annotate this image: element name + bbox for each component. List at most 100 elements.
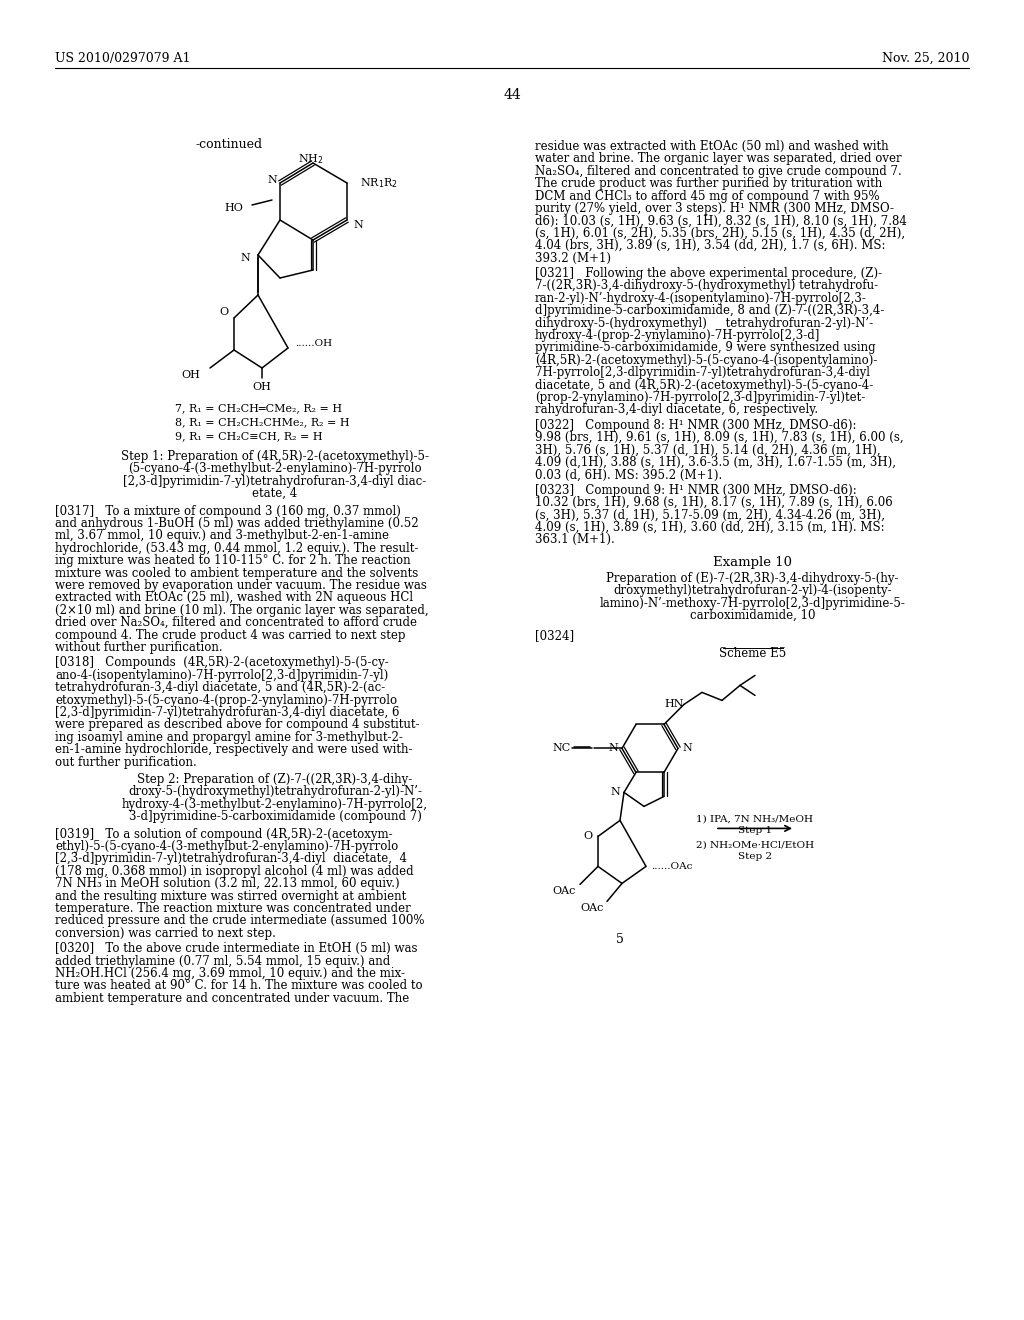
- Text: (s, 1H), 6.01 (s, 2H), 5.35 (brs, 2H), 5.15 (s, 1H), 4.35 (d, 2H),: (s, 1H), 6.01 (s, 2H), 5.35 (brs, 2H), 5…: [535, 227, 905, 240]
- Text: -continued: -continued: [195, 139, 262, 150]
- Text: OH: OH: [253, 381, 271, 392]
- Text: 7-((2R,3R)-3,4-dihydroxy-5-(hydroxymethyl) tetrahydrofu-: 7-((2R,3R)-3,4-dihydroxy-5-(hydroxymethy…: [535, 280, 879, 293]
- Text: ml, 3.67 mmol, 10 equiv.) and 3-methylbut-2-en-1-amine: ml, 3.67 mmol, 10 equiv.) and 3-methylbu…: [55, 529, 389, 543]
- Text: (178 mg, 0.368 mmol) in isopropyl alcohol (4 ml) was added: (178 mg, 0.368 mmol) in isopropyl alcoho…: [55, 865, 414, 878]
- Text: NC: NC: [553, 743, 571, 754]
- Text: 3-d]pyrimidine-5-carboximidamide (compound 7): 3-d]pyrimidine-5-carboximidamide (compou…: [129, 810, 422, 824]
- Text: droxy-5-(hydroxymethyl)tetrahydrofuran-2-yl)-N’-: droxy-5-(hydroxymethyl)tetrahydrofuran-2…: [128, 785, 422, 799]
- Text: HO: HO: [224, 203, 243, 213]
- Text: 5: 5: [616, 933, 624, 946]
- Text: OH: OH: [181, 370, 200, 380]
- Text: N: N: [267, 176, 276, 185]
- Text: [0323]   Compound 9: H¹ NMR (300 MHz, DMSO-d6):: [0323] Compound 9: H¹ NMR (300 MHz, DMSO…: [535, 484, 857, 496]
- Text: hydrochloride, (53.43 mg, 0.44 mmol, 1.2 equiv.). The result-: hydrochloride, (53.43 mg, 0.44 mmol, 1.2…: [55, 541, 419, 554]
- Text: hydroxy-4-(3-methylbut-2-enylamino)-7H-pyrrolo[2,: hydroxy-4-(3-methylbut-2-enylamino)-7H-p…: [122, 797, 428, 810]
- Text: US 2010/0297079 A1: US 2010/0297079 A1: [55, 51, 190, 65]
- Text: 363.1 (M+1).: 363.1 (M+1).: [535, 533, 614, 546]
- Text: 2) NH₂OMe·HCl/EtOH: 2) NH₂OMe·HCl/EtOH: [696, 841, 814, 849]
- Text: droxymethyl)tetrahydrofuran-2-yl)-4-(isopenty-: droxymethyl)tetrahydrofuran-2-yl)-4-(iso…: [613, 585, 892, 597]
- Text: ethyl)-5-(5-cyano-4-(3-methylbut-2-enylamino)-7H-pyrrolo: ethyl)-5-(5-cyano-4-(3-methylbut-2-enyla…: [55, 840, 398, 853]
- Text: N: N: [241, 253, 250, 263]
- Text: lamino)-N’-methoxy-7H-pyrrolo[2,3-d]pyrimidine-5-: lamino)-N’-methoxy-7H-pyrrolo[2,3-d]pyri…: [600, 597, 905, 610]
- Text: N: N: [353, 220, 362, 230]
- Text: residue was extracted with EtOAc (50 ml) and washed with: residue was extracted with EtOAc (50 ml)…: [535, 140, 889, 153]
- Text: HN: HN: [665, 700, 684, 709]
- Text: added triethylamine (0.77 ml, 5.54 mmol, 15 equiv.) and: added triethylamine (0.77 ml, 5.54 mmol,…: [55, 954, 390, 968]
- Text: N: N: [610, 788, 620, 797]
- Text: (s, 3H), 5.37 (d, 1H), 5.17-5.09 (m, 2H), 4.34-4.26 (m, 3H),: (s, 3H), 5.37 (d, 1H), 5.17-5.09 (m, 2H)…: [535, 508, 885, 521]
- Text: Step 1: Step 1: [738, 826, 772, 836]
- Text: 4.04 (brs, 3H), 3.89 (s, 1H), 3.54 (dd, 2H), 1.7 (s, 6H). MS:: 4.04 (brs, 3H), 3.89 (s, 1H), 3.54 (dd, …: [535, 239, 886, 252]
- Text: out further purification.: out further purification.: [55, 755, 197, 768]
- Text: d6): 10.03 (s, 1H), 9.63 (s, 1H), 8.32 (s, 1H), 8.10 (s, 1H), 7.84: d6): 10.03 (s, 1H), 9.63 (s, 1H), 8.32 (…: [535, 214, 907, 227]
- Text: ano-4-(isopentylamino)-7H-pyrrolo[2,3-d]pyrimidin-7-yl): ano-4-(isopentylamino)-7H-pyrrolo[2,3-d]…: [55, 669, 388, 682]
- Text: N: N: [682, 743, 692, 754]
- Text: etoxymethyl)-5-(5-cyano-4-(prop-2-ynylamino)-7H-pyrrolo: etoxymethyl)-5-(5-cyano-4-(prop-2-ynylam…: [55, 693, 397, 706]
- Text: diacetate, 5 and (4R,5R)-2-(acetoxymethyl)-5-(5-cyano-4-: diacetate, 5 and (4R,5R)-2-(acetoxymethy…: [535, 379, 873, 392]
- Text: hydroxy-4-(prop-2-ynylamino)-7H-pyrrolo[2,3-d]: hydroxy-4-(prop-2-ynylamino)-7H-pyrrolo[…: [535, 329, 820, 342]
- Text: [0320]   To the above crude intermediate in EtOH (5 ml) was: [0320] To the above crude intermediate i…: [55, 942, 418, 956]
- Text: (4R,5R)-2-(acetoxymethyl)-5-(5-cyano-4-(isopentylamino)-: (4R,5R)-2-(acetoxymethyl)-5-(5-cyano-4-(…: [535, 354, 878, 367]
- Text: were prepared as described above for compound 4 substitut-: were prepared as described above for com…: [55, 718, 420, 731]
- Text: [0324]: [0324]: [535, 630, 574, 643]
- Text: [2,3-d]pyrimidin-7-yl)tetrahydrofuran-3,4-diyl  diacetate,  4: [2,3-d]pyrimidin-7-yl)tetrahydrofuran-3,…: [55, 853, 407, 866]
- Text: (5-cyano-4-(3-methylbut-2-enylamino)-7H-pyrrolo: (5-cyano-4-(3-methylbut-2-enylamino)-7H-…: [128, 462, 422, 475]
- Text: Step 1: Preparation of (4R,5R)-2-(acetoxymethyl)-5-: Step 1: Preparation of (4R,5R)-2-(acetox…: [121, 450, 429, 463]
- Text: carboximidamide, 10: carboximidamide, 10: [690, 609, 815, 622]
- Text: (prop-2-ynylamino)-7H-pyrrolo[2,3-d]pyrimidin-7-yl)tet-: (prop-2-ynylamino)-7H-pyrrolo[2,3-d]pyri…: [535, 391, 865, 404]
- Text: [0322]   Compound 8: H¹ NMR (300 MHz, DMSO-d6):: [0322] Compound 8: H¹ NMR (300 MHz, DMSO…: [535, 418, 856, 432]
- Text: OAc: OAc: [581, 903, 604, 913]
- Text: ing mixture was heated to 110-115° C. for 2 h. The reaction: ing mixture was heated to 110-115° C. fo…: [55, 554, 411, 568]
- Text: compound 4. The crude product 4 was carried to next step: compound 4. The crude product 4 was carr…: [55, 628, 406, 642]
- Text: 7H-pyrrolo[2,3-dlpyrimidin-7-yl)tetrahydrofuran-3,4-diyl: 7H-pyrrolo[2,3-dlpyrimidin-7-yl)tetrahyd…: [535, 366, 870, 379]
- Text: ran-2-yl)-N’-hydroxy-4-(isopentylamino)-7H-pyrrolo[2,3-: ran-2-yl)-N’-hydroxy-4-(isopentylamino)-…: [535, 292, 867, 305]
- Text: d]pyrimidine-5-carboximidamide, 8 and (Z)-7-((2R,3R)-3,4-: d]pyrimidine-5-carboximidamide, 8 and (Z…: [535, 304, 885, 317]
- Text: OAc: OAc: [553, 887, 575, 896]
- Text: tetrahydrofuran-3,4-diyl diacetate, 5 and (4R,5R)-2-(ac-: tetrahydrofuran-3,4-diyl diacetate, 5 an…: [55, 681, 385, 694]
- Text: 7N NH₃ in MeOH solution (3.2 ml, 22.13 mmol, 60 equiv.): 7N NH₃ in MeOH solution (3.2 ml, 22.13 m…: [55, 878, 399, 890]
- Text: ambient temperature and concentrated under vacuum. The: ambient temperature and concentrated und…: [55, 991, 410, 1005]
- Text: dihydroxy-5-(hydroxymethyl)     tetrahydrofuran-2-yl)-N’-: dihydroxy-5-(hydroxymethyl) tetrahydrofu…: [535, 317, 873, 330]
- Text: 4.09 (s, 1H), 3.89 (s, 1H), 3.60 (dd, 2H), 3.15 (m, 1H). MS:: 4.09 (s, 1H), 3.89 (s, 1H), 3.60 (dd, 2H…: [535, 521, 885, 535]
- Text: NH$_2$: NH$_2$: [298, 152, 324, 166]
- Text: [0317]   To a mixture of compound 3 (160 mg, 0.37 mmol): [0317] To a mixture of compound 3 (160 m…: [55, 504, 400, 517]
- Text: ing isoamyl amine and propargyl amine for 3-methylbut-2-: ing isoamyl amine and propargyl amine fo…: [55, 731, 402, 743]
- Text: were removed by evaporation under vacuum. The residue was: were removed by evaporation under vacuum…: [55, 579, 427, 591]
- Text: en-1-amine hydrochloride, respectively and were used with-: en-1-amine hydrochloride, respectively a…: [55, 743, 413, 756]
- Text: (2×10 ml) and brine (10 ml). The organic layer was separated,: (2×10 ml) and brine (10 ml). The organic…: [55, 603, 429, 616]
- Text: water and brine. The organic layer was separated, dried over: water and brine. The organic layer was s…: [535, 152, 901, 165]
- Text: 393.2 (M+1): 393.2 (M+1): [535, 252, 611, 264]
- Text: [0319]   To a solution of compound (4R,5R)-2-(acetoxym-: [0319] To a solution of compound (4R,5R)…: [55, 828, 392, 841]
- Text: The crude product was further purified by trituration with: The crude product was further purified b…: [535, 177, 883, 190]
- Text: 9, R₁ = CH₂C≡CH, R₂ = H: 9, R₁ = CH₂C≡CH, R₂ = H: [175, 432, 323, 441]
- Text: without further purification.: without further purification.: [55, 642, 222, 653]
- Text: Nov. 25, 2010: Nov. 25, 2010: [883, 51, 970, 65]
- Text: rahydrofuran-3,4-diyl diacetate, 6, respectively.: rahydrofuran-3,4-diyl diacetate, 6, resp…: [535, 404, 818, 416]
- Text: temperature. The reaction mixture was concentrated under: temperature. The reaction mixture was co…: [55, 902, 411, 915]
- Text: NH₂OH.HCl (256.4 mg, 3.69 mmol, 10 equiv.) and the mix-: NH₂OH.HCl (256.4 mg, 3.69 mmol, 10 equiv…: [55, 968, 406, 979]
- Text: mixture was cooled to ambient temperature and the solvents: mixture was cooled to ambient temperatur…: [55, 566, 418, 579]
- Text: ......OAc: ......OAc: [651, 862, 692, 871]
- Text: purity (27% yield, over 3 steps). H¹ NMR (300 MHz, DMSO-: purity (27% yield, over 3 steps). H¹ NMR…: [535, 202, 894, 215]
- Text: ......OH: ......OH: [295, 338, 332, 347]
- Text: 4.09 (d,1H), 3.88 (s, 1H), 3.6-3.5 (m, 3H), 1.67-1.55 (m, 3H),: 4.09 (d,1H), 3.88 (s, 1H), 3.6-3.5 (m, 3…: [535, 455, 896, 469]
- Text: dried over Na₂SO₄, filtered and concentrated to afford crude: dried over Na₂SO₄, filtered and concentr…: [55, 616, 417, 630]
- Text: Scheme E5: Scheme E5: [719, 647, 786, 660]
- Text: 7, R₁ = CH₂CH═CMe₂, R₂ = H: 7, R₁ = CH₂CH═CMe₂, R₂ = H: [175, 403, 342, 413]
- Text: and the resulting mixture was stirred overnight at ambient: and the resulting mixture was stirred ov…: [55, 890, 407, 903]
- Text: O: O: [219, 308, 228, 317]
- Text: [0318]   Compounds  (4R,5R)-2-(acetoxymethyl)-5-(5-cy-: [0318] Compounds (4R,5R)-2-(acetoxymethy…: [55, 656, 389, 669]
- Text: 0.03 (d, 6H). MS: 395.2 (M+1).: 0.03 (d, 6H). MS: 395.2 (M+1).: [535, 469, 722, 482]
- Text: 10.32 (brs, 1H), 9.68 (s, 1H), 8.17 (s, 1H), 7.89 (s, 1H), 6.06: 10.32 (brs, 1H), 9.68 (s, 1H), 8.17 (s, …: [535, 496, 893, 510]
- Text: extracted with EtOAc (25 ml), washed with 2N aqueous HCl: extracted with EtOAc (25 ml), washed wit…: [55, 591, 413, 605]
- Text: 9.98 (brs, 1H), 9.61 (s, 1H), 8.09 (s, 1H), 7.83 (s, 1H), 6.00 (s,: 9.98 (brs, 1H), 9.61 (s, 1H), 8.09 (s, 1…: [535, 432, 903, 445]
- Text: [2,3-d]pyrimidin-7-yl)tetrahydrofuran-3,4-diyl diac-: [2,3-d]pyrimidin-7-yl)tetrahydrofuran-3,…: [123, 475, 427, 488]
- Text: etate, 4: etate, 4: [252, 487, 298, 500]
- Text: 1) IPA, 7N NH₃/MeOH: 1) IPA, 7N NH₃/MeOH: [696, 814, 813, 824]
- Text: NR$_1$R$_2$: NR$_1$R$_2$: [360, 176, 398, 190]
- Text: Step 2: Preparation of (Z)-7-((2R,3R)-3,4-dihy-: Step 2: Preparation of (Z)-7-((2R,3R)-3,…: [137, 774, 413, 785]
- Text: conversion) was carried to next step.: conversion) was carried to next step.: [55, 927, 275, 940]
- Text: Preparation of (E)-7-(2R,3R)-3,4-dihydroxy-5-(hy-: Preparation of (E)-7-(2R,3R)-3,4-dihydro…: [606, 572, 899, 585]
- Text: 44: 44: [503, 88, 521, 102]
- Text: DCM and CHCl₃ to afford 45 mg of compound 7 with 95%: DCM and CHCl₃ to afford 45 mg of compoun…: [535, 190, 880, 202]
